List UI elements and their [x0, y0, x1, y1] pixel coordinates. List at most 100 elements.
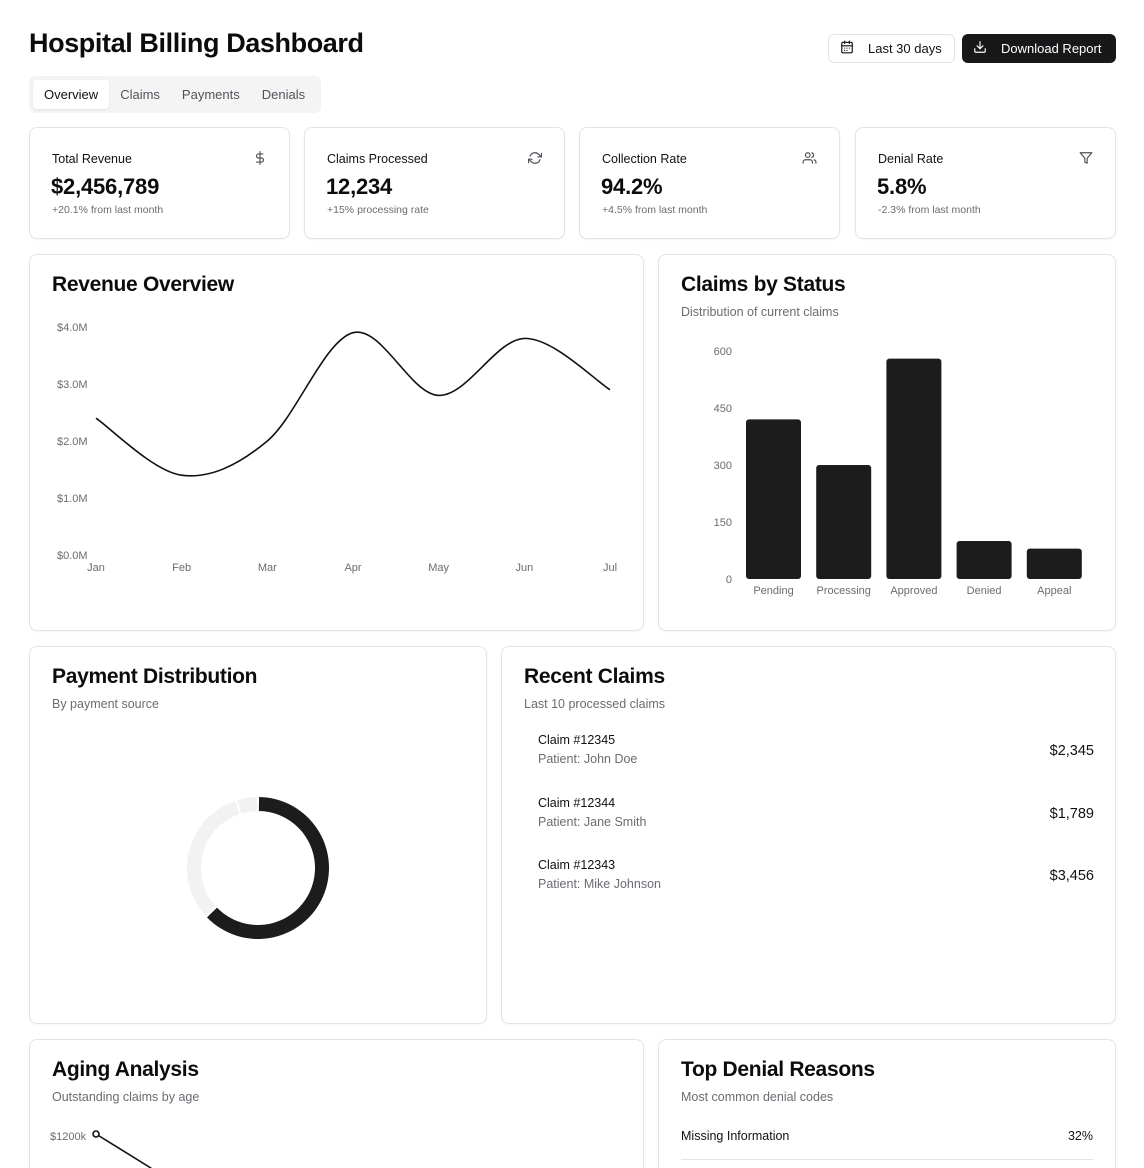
tab-bar: Overview Claims Payments Denials [29, 76, 321, 113]
x-tick-label: Denied [967, 585, 1002, 597]
y-tick-label: $3.0M [57, 379, 88, 391]
recent-claims-title: Recent Claims [524, 665, 665, 688]
download-report-label: Download Report [1001, 41, 1102, 56]
tab-payments[interactable]: Payments [181, 87, 240, 102]
revenue-line-chart: $0.0M $1.0M $2.0M $3.0M $4.0M Jan Feb Mar Apr May… [57, 322, 617, 574]
page-title: Hospital Billing Dashboard [29, 28, 364, 58]
top-denial-reasons-title: Top Denial Reasons [681, 1058, 875, 1081]
revenue-overview-title: Revenue Overview [52, 273, 234, 296]
x-tick-label: Mar [258, 562, 277, 574]
claim-patient: Patient: Jane Smith [538, 815, 647, 829]
stat-card-denial-rate: Denial Rate 5.8% -2.3% from last month [855, 127, 1116, 239]
payment-distribution-subtitle: By payment source [52, 697, 159, 711]
stat-card-collection-rate: Collection Rate 94.2% +4.5% from last mo… [579, 127, 840, 239]
recent-claims-card: Recent Claims Last 10 processed claims C… [501, 646, 1116, 1024]
claims-by-status-subtitle: Distribution of current claims [681, 305, 839, 319]
y-tick-label: $2.0M [57, 436, 88, 448]
stat-card-claims-processed: Claims Processed 12,234 +15% processing … [304, 127, 565, 239]
payment-donut-chart [187, 797, 329, 939]
y-tick-label: $0.0M [57, 550, 88, 562]
stat-subtext: +4.5% from last month [602, 204, 708, 216]
calendar-icon [840, 40, 854, 57]
x-tick-label: Jun [515, 562, 533, 574]
tab-denials[interactable]: Denials [261, 87, 306, 102]
claims-by-status-title: Claims by Status [681, 273, 846, 296]
filter-icon [1079, 151, 1093, 170]
stat-value: 12,234 [326, 174, 393, 199]
y-tick-label: $1200k [50, 1131, 87, 1143]
x-tick-label: Processing [816, 585, 870, 597]
revenue-series-line [95, 331, 611, 477]
stat-subtext: -2.3% from last month [878, 204, 981, 216]
claim-id: Claim #12343 [538, 858, 616, 872]
claim-amount: $2,345 [1049, 743, 1094, 759]
denial-reason-row: Missing Information 32% [681, 1128, 1093, 1160]
stat-value: 94.2% [601, 174, 663, 199]
y-tick-label: $4.0M [57, 322, 88, 334]
users-icon [802, 151, 817, 170]
bar-denied [956, 541, 1012, 579]
claim-patient: Patient: Mike Johnson [538, 877, 661, 891]
download-icon [973, 40, 987, 57]
stat-subtext: +20.1% from last month [52, 204, 164, 216]
tab-overview[interactable]: Overview [33, 80, 110, 109]
aging-analysis-title: Aging Analysis [52, 1058, 199, 1081]
y-tick-label: 600 [714, 346, 732, 358]
x-tick-label: Appeal [1037, 585, 1071, 597]
x-tick-label: May [428, 562, 449, 574]
stat-value: $2,456,789 [51, 174, 160, 199]
donut-slice [187, 800, 240, 916]
date-range-label: Last 30 days [868, 41, 942, 56]
top-denial-reasons-subtitle: Most common denial codes [681, 1090, 834, 1104]
bar-pending [746, 419, 801, 579]
payment-distribution-title: Payment Distribution [52, 665, 258, 688]
date-range-button[interactable]: Last 30 days [828, 34, 955, 63]
recent-claims-subtitle: Last 10 processed claims [524, 697, 666, 711]
claim-row[interactable]: Claim #12343 Patient: Mike Johnson $3,45… [538, 858, 1094, 902]
x-tick-label: Feb [172, 562, 191, 574]
aging-analysis-card: Aging Analysis Outstanding claims by age… [29, 1039, 644, 1168]
claim-amount: $1,789 [1049, 806, 1094, 822]
claim-row[interactable]: Claim #12344 Patient: Jane Smith $1,789 [538, 796, 1094, 840]
stat-label: Claims Processed [327, 152, 428, 166]
stat-label: Total Revenue [52, 152, 132, 166]
claim-id: Claim #12345 [538, 733, 616, 747]
tab-claims[interactable]: Claims [120, 87, 160, 102]
stat-subtext: +15% processing rate [327, 204, 429, 216]
x-tick-label: Jan [87, 562, 105, 574]
x-tick-label: Apr [344, 562, 361, 574]
bar-processing [816, 465, 872, 579]
claim-row[interactable]: Claim #12345 Patient: John Doe $2,345 [538, 733, 1094, 777]
payment-distribution-card: Payment Distribution By payment source [29, 646, 487, 1024]
x-tick-label: Approved [890, 585, 937, 597]
claims-by-status-card: Claims by Status Distribution of current… [658, 254, 1116, 631]
revenue-overview-card: Revenue Overview $0.0M $1.0M $2.0M $3.0M $4.… [29, 254, 644, 631]
y-tick-label: 150 [714, 517, 732, 529]
stat-label: Denial Rate [878, 152, 944, 166]
claim-patient: Patient: John Doe [538, 752, 638, 766]
denial-reason-label: Missing Information [681, 1129, 790, 1143]
aging-series-line [95, 1133, 153, 1168]
claims-bar-chart: 0 150 300 450 600 Pending Processing Approved De… [714, 346, 1082, 597]
stat-label: Collection Rate [602, 152, 687, 166]
y-tick-label: 0 [726, 574, 732, 586]
stat-card-total-revenue: Total Revenue $2,456,789 +20.1% from las… [29, 127, 290, 239]
dollar-icon [253, 151, 267, 170]
y-tick-label: $1.0M [57, 493, 88, 505]
data-point [92, 1130, 100, 1138]
aging-line-chart: $1200k [50, 1130, 153, 1168]
donut-slice [237, 797, 258, 814]
top-denial-reasons-card: Top Denial Reasons Most common denial co… [658, 1039, 1116, 1168]
claim-amount: $3,456 [1049, 868, 1094, 884]
y-tick-label: 450 [714, 403, 732, 415]
x-tick-label: Pending [753, 585, 793, 597]
refresh-icon [528, 151, 542, 170]
denial-reason-percent: 32% [1067, 1129, 1093, 1143]
donut-slice [206, 797, 329, 939]
bar-appeal [1026, 548, 1082, 579]
y-tick-label: 300 [714, 460, 732, 472]
claim-id: Claim #12344 [538, 796, 616, 810]
stat-value: 5.8% [877, 174, 927, 199]
bar-approved [886, 358, 942, 579]
download-report-button[interactable]: Download Report [962, 34, 1116, 63]
